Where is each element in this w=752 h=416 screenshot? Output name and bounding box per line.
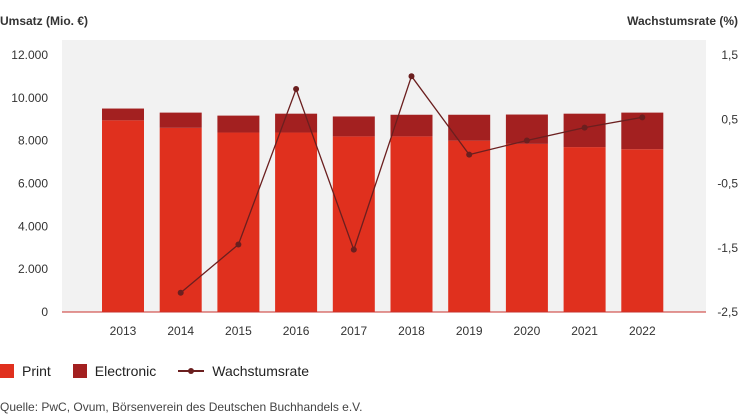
plot-background xyxy=(62,40,706,312)
x-tick-2015: 2015 xyxy=(225,324,252,338)
bar-electronic-2014 xyxy=(159,112,202,128)
bar-electronic-2015 xyxy=(217,115,260,133)
x-tick-2021: 2021 xyxy=(571,324,598,338)
growth-line xyxy=(177,73,646,296)
bar-print-2021 xyxy=(563,147,606,312)
right-y-axis: -2,5 -1,5 -0,5 0,5 1,5 xyxy=(717,48,738,319)
growth-point-2015 xyxy=(235,241,242,248)
x-tick-2014: 2014 xyxy=(167,324,194,338)
legend-item-wachstumsrate: Wachstumsrate xyxy=(178,363,309,379)
y-left-tick: 6.000 xyxy=(18,177,48,191)
bar-electronic-2013 xyxy=(102,108,144,121)
legend-swatch-wachstumsrate xyxy=(178,364,205,378)
y-left-tick: 8.000 xyxy=(18,134,48,148)
y-right-tick: 0,5 xyxy=(721,112,738,126)
bar-print-2014 xyxy=(159,127,202,312)
right-axis-title: Wachstumsrate (%) xyxy=(627,14,738,28)
growth-point-2014 xyxy=(177,289,184,296)
growth-point-2018 xyxy=(408,73,415,80)
bar-electronic-2017 xyxy=(332,116,375,137)
bar-print-2015 xyxy=(217,132,260,312)
growth-point-2019 xyxy=(466,151,473,158)
growth-point-2017 xyxy=(350,246,357,253)
bars xyxy=(102,108,664,312)
bar-print-2013 xyxy=(102,120,144,312)
bar-electronic-2018 xyxy=(390,114,433,137)
x-tick-2016: 2016 xyxy=(283,324,310,338)
chart: Umsatz (Mio. €) Wachstumsrate (%) 2013 20… xyxy=(0,14,738,338)
legend-swatch-electronic xyxy=(72,364,87,378)
left-y-axis: 0 2.000 4.000 6.000 8.000 10.000 12.000 xyxy=(11,48,48,319)
legend-item-print: Print xyxy=(0,363,51,379)
bar-electronic-2019 xyxy=(448,114,491,141)
legend: Print Electronic Wachstumsrate xyxy=(0,360,331,382)
y-left-tick: 10.000 xyxy=(11,91,48,105)
x-tick-2018: 2018 xyxy=(398,324,425,338)
x-tick-2017: 2017 xyxy=(340,324,367,338)
y-left-tick: 12.000 xyxy=(11,48,48,62)
bar-print-2017 xyxy=(332,136,375,312)
bar-print-2018 xyxy=(390,136,433,312)
legend-label-electronic: Electronic xyxy=(94,363,157,379)
x-tick-2022: 2022 xyxy=(629,324,656,338)
x-axis: 2013 2014 2015 2016 2017 2018 2019 2020 2021 2022 xyxy=(62,311,706,338)
bar-print-2016 xyxy=(275,132,318,312)
legend-swatch-print xyxy=(0,364,14,378)
growth-point-2022 xyxy=(639,114,646,121)
growth-point-2020 xyxy=(523,137,530,144)
y-left-tick: 4.000 xyxy=(18,219,48,233)
growth-point-2016 xyxy=(293,86,300,93)
x-tick-2020: 2020 xyxy=(514,324,541,338)
y-right-tick: -2,5 xyxy=(717,305,738,319)
left-axis-title: Umsatz (Mio. €) xyxy=(0,14,88,28)
legend-label-print: Print xyxy=(22,363,51,379)
y-right-tick: -0,5 xyxy=(717,177,738,191)
y-left-tick: 2.000 xyxy=(18,262,48,276)
legend-label-wachstumsrate: Wachstumsrate xyxy=(212,363,309,379)
y-right-tick: -1,5 xyxy=(717,241,738,255)
bar-print-2019 xyxy=(448,140,491,312)
y-left-tick: 0 xyxy=(41,305,48,319)
bar-print-2020 xyxy=(505,143,548,312)
x-tick-2019: 2019 xyxy=(456,324,483,338)
source-note: Quelle: PwC, Ovum, Börsenverein des Deut… xyxy=(0,400,363,414)
bar-print-2022 xyxy=(621,149,664,312)
x-tick-2013: 2013 xyxy=(110,324,137,338)
y-right-tick: 1,5 xyxy=(721,48,738,62)
legend-item-electronic: Electronic xyxy=(72,363,157,379)
growth-point-2021 xyxy=(581,124,588,131)
